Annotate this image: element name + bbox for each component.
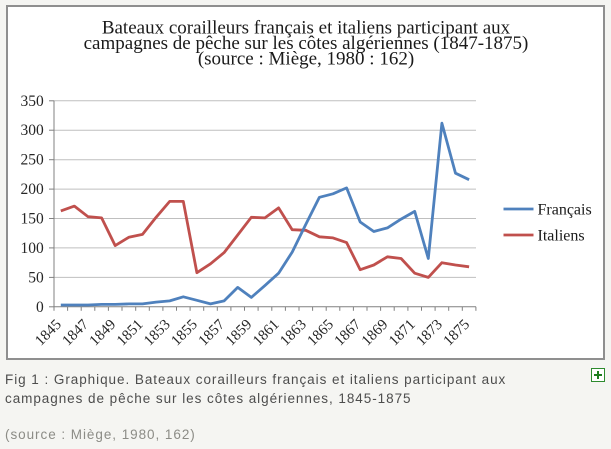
svg-text:Italiens: Italiens: [538, 228, 585, 245]
svg-text:1853: 1853: [141, 317, 174, 350]
svg-text:1865: 1865: [305, 317, 338, 350]
svg-text:1869: 1869: [359, 317, 392, 350]
svg-text:1855: 1855: [168, 317, 201, 350]
svg-text:1871: 1871: [386, 317, 419, 350]
svg-text:300: 300: [21, 122, 45, 139]
svg-text:(source : Miège, 1980 : 162): (source : Miège, 1980 : 162): [198, 49, 414, 70]
svg-text:1873: 1873: [413, 317, 446, 350]
svg-text:200: 200: [21, 181, 45, 198]
svg-text:1849: 1849: [87, 317, 120, 350]
svg-text:250: 250: [21, 152, 45, 169]
svg-text:1867: 1867: [332, 316, 365, 349]
svg-text:100: 100: [21, 240, 45, 257]
svg-text:350: 350: [21, 93, 45, 110]
svg-text:1863: 1863: [277, 317, 310, 350]
svg-text:1851: 1851: [114, 317, 147, 350]
svg-text:50: 50: [28, 269, 44, 286]
svg-text:0: 0: [36, 299, 44, 316]
svg-text:campagnes de pêche sur les côt: campagnes de pêche sur les côtes algérie…: [84, 33, 529, 54]
svg-text:Français: Français: [538, 202, 592, 219]
svg-text:1847: 1847: [60, 316, 93, 349]
svg-text:150: 150: [21, 211, 45, 228]
svg-text:1875: 1875: [441, 317, 474, 350]
svg-text:1859: 1859: [223, 317, 256, 350]
svg-text:Bateaux corailleurs français e: Bateaux corailleurs français et italiens…: [102, 17, 511, 38]
svg-text:1845: 1845: [32, 317, 65, 350]
svg-text:1857: 1857: [196, 316, 229, 349]
svg-text:1861: 1861: [250, 317, 283, 350]
